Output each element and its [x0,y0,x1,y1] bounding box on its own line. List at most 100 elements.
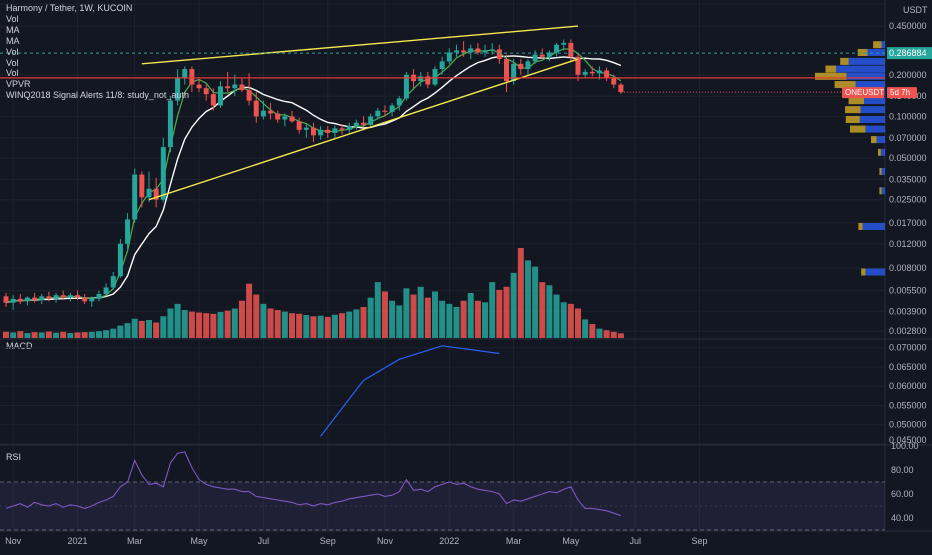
volume-bar [381,291,388,338]
legend-vpvr[interactable]: VPVR [6,79,31,90]
rsi-band [0,482,885,530]
price-axis-label: 0.008000 [889,263,927,273]
volume-bar [324,316,331,338]
volume-bar [610,331,617,338]
legend-winq-signal[interactable]: WINQ2018 Signal Alerts 11/8: study_not_a… [6,90,189,101]
price-axis-label: 0.050000 [889,153,927,163]
volume-bar [131,318,138,338]
vp-bar-down [858,223,863,231]
vp-bar-down [815,72,847,80]
time-axis-label: Nov [377,536,394,546]
candle-body [139,174,145,198]
candle-body [24,297,30,302]
candle-body [103,287,109,295]
volume-bar [582,319,589,338]
volume-bar [174,303,181,338]
volume-bar [496,289,503,338]
candle-body [246,90,252,101]
time-axis-label: May [191,536,209,546]
volume-bar [24,333,31,338]
volume-bar [589,324,596,338]
volume-bar [446,303,453,338]
price-axis-label: 0.100000 [889,111,927,121]
candle-body [382,110,388,112]
volume-bar [289,313,295,338]
legend-ma-2[interactable]: MA [6,35,20,46]
volume-bar [339,313,346,338]
volume-bar [167,308,174,338]
candle-body [582,71,588,75]
volume-bar [146,320,152,338]
volume-bar [417,286,424,338]
vp-bar-up [846,72,885,80]
candle-body [439,61,445,70]
volume-bar [253,294,260,338]
volume-bar [503,286,510,338]
time-axis-label: Nov [5,536,22,546]
vp-bar-down [834,81,856,89]
legend-vol-2[interactable]: Vol [6,46,19,57]
price-axis-label: 0.005500 [889,286,927,296]
volume-bar [567,303,574,338]
vp-bar-up [862,223,885,231]
candle-body [425,76,431,85]
candle-body [268,110,274,114]
vp-bar-up [867,48,885,56]
candle-body [539,54,545,57]
volume-bar [88,331,95,338]
volume-bar [439,300,446,338]
candle-body [110,276,116,288]
candle-body [468,48,474,53]
volume-bar [553,294,560,338]
candle-body [75,295,80,298]
volume-bar [138,320,145,338]
candle-body [196,84,202,89]
time-axis-label: Sep [320,536,336,546]
legend-ma-1[interactable]: MA [6,24,20,35]
volume-bar [374,282,381,338]
time-axis-label: Mar [506,536,522,546]
vp-bar-down [861,268,866,276]
volume-bar [53,332,60,338]
lower-trendline [148,58,579,201]
rsi-axis-label: 40.00 [891,513,914,523]
vp-bar-down [848,97,864,105]
legend-vol-4[interactable]: Vol [6,68,19,79]
symbol-badge-label: ONEUSDT [845,88,884,97]
candle-body [303,127,309,130]
ma-slow-line [5,55,622,304]
volume-bar [3,331,9,338]
time-axis-label: 2022 [439,536,459,546]
candle-body [325,129,331,133]
vp-bar-down [871,136,877,144]
volume-bar [45,331,52,338]
vp-bar-up [855,81,885,89]
candle-body [568,42,574,57]
volume-bar [560,302,567,338]
indicator-legend: Harmony / Tether, 1W, KUCOIN Vol MA MA V… [6,3,189,101]
vp-bar-down [825,65,836,73]
legend-vol-3[interactable]: Vol [6,57,19,68]
volume-bar [396,305,403,338]
candle-body [125,219,131,244]
volume-bar [532,266,539,338]
time-axis-label: 2021 [67,536,87,546]
candle-body [225,86,231,89]
candle-body [153,188,159,200]
volume-bar [153,322,160,338]
candle-body [146,188,152,198]
volume-bar [274,310,281,338]
rsi-axis-label: 60.00 [891,489,914,499]
legend-vol-1[interactable]: Vol [6,13,19,24]
vp-bar-up [865,268,885,276]
candle-body [232,84,238,89]
candle-body [239,84,245,91]
candle-body [375,110,381,117]
candle-body [589,71,595,74]
candle-body [596,70,602,74]
candle-body [189,69,195,85]
candle-body [389,105,395,112]
symbol-title[interactable]: Harmony / Tether, 1W, KUCOIN [6,3,133,13]
